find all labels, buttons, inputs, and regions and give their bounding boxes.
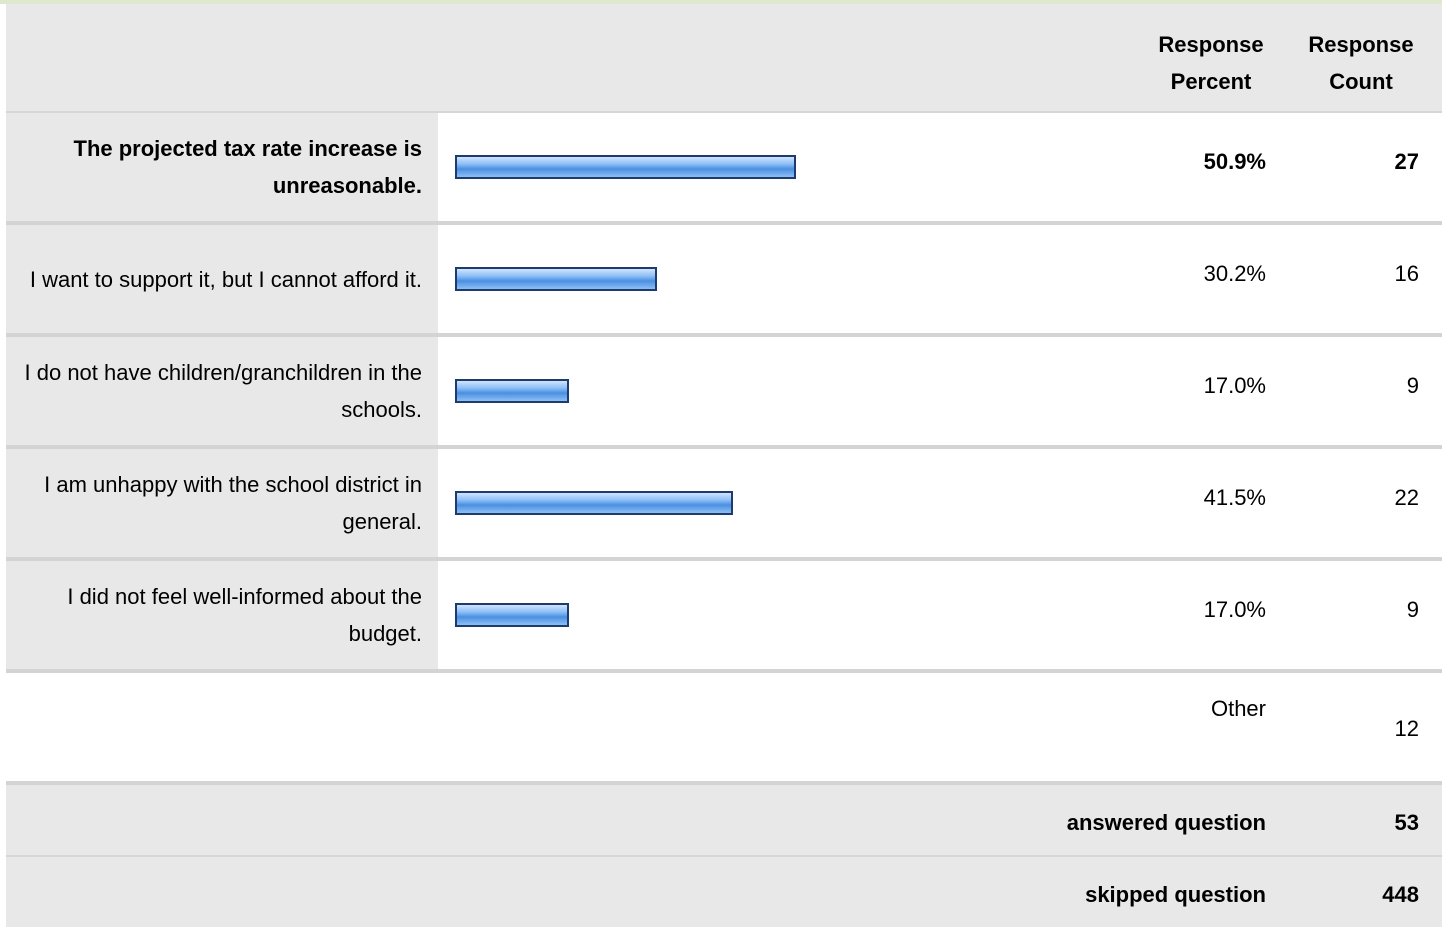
top-accent-line <box>0 0 1442 4</box>
answer-label-cell: I did not feel well-informed about the b… <box>6 561 438 669</box>
response-count: 22 <box>1394 485 1419 510</box>
response-count: 27 <box>1394 149 1419 174</box>
answer-label: I want to support it, but I cannot affor… <box>29 266 422 292</box>
skipped-question-value: 448 <box>1382 882 1419 907</box>
answer-label: I do not have children/granchildren in t… <box>24 360 422 422</box>
table-row: I did not feel well-informed about the b… <box>6 561 1442 673</box>
answered-question-row: answered question 53 <box>6 785 1442 857</box>
response-bar <box>455 491 733 515</box>
table-row: I am unhappy with the school district in… <box>6 449 1442 561</box>
answer-label: I am unhappy with the school district in… <box>44 472 422 534</box>
table-row: The projected tax rate increase is unrea… <box>6 113 1442 225</box>
other-label: Other <box>1210 696 1266 721</box>
response-count: 9 <box>1406 597 1419 622</box>
answer-label-cell: The projected tax rate increase is unrea… <box>6 113 438 221</box>
answer-label: I did not feel well-informed about the b… <box>67 584 422 646</box>
response-percent: 50.9% <box>1203 149 1266 174</box>
other-count: 12 <box>1394 716 1419 741</box>
response-percent: 17.0% <box>1203 597 1266 622</box>
skipped-question-label: skipped question <box>1085 882 1266 907</box>
other-row: Other 12 <box>6 673 1442 785</box>
answer-label-cell: I am unhappy with the school district in… <box>6 449 438 557</box>
answer-label-cell: I do not have children/granchildren in t… <box>6 337 438 445</box>
survey-results-table: Response Percent Response Count The proj… <box>6 4 1442 927</box>
skipped-question-row: skipped question 448 <box>6 857 1442 927</box>
response-bar <box>455 603 569 627</box>
response-bar <box>455 267 657 291</box>
answer-rows: The projected tax rate increase is unrea… <box>6 113 1442 673</box>
response-count: 16 <box>1394 261 1419 286</box>
response-percent: 30.2% <box>1203 261 1266 286</box>
table-row: I do not have children/granchildren in t… <box>6 337 1442 449</box>
response-percent: 41.5% <box>1203 485 1266 510</box>
table-header: Response Percent Response Count <box>6 4 1442 113</box>
response-count: 9 <box>1406 373 1419 398</box>
answer-label-cell: I want to support it, but I cannot affor… <box>6 225 438 333</box>
response-count-header: Response Count <box>1308 32 1414 94</box>
response-bar <box>455 155 796 179</box>
table-row: I want to support it, but I cannot affor… <box>6 225 1442 337</box>
response-percent-header: Response Percent <box>1158 32 1264 94</box>
answered-question-label: answered question <box>1066 810 1266 835</box>
answer-label: The projected tax rate increase is unrea… <box>73 136 423 198</box>
response-bar <box>455 379 569 403</box>
response-percent: 17.0% <box>1203 373 1266 398</box>
answered-question-value: 53 <box>1394 810 1419 835</box>
